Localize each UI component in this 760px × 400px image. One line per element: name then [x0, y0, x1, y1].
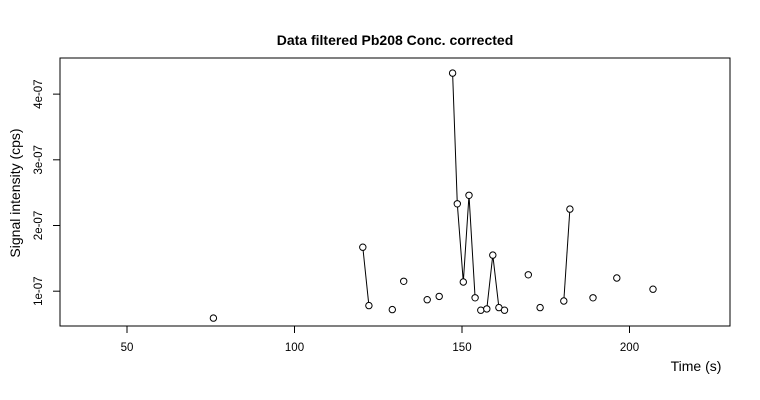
data-point [477, 306, 485, 314]
data-point [359, 243, 367, 251]
data-point [589, 294, 597, 302]
x-tick-label: 50 [121, 342, 134, 354]
series-line [362, 247, 370, 306]
data-point [524, 271, 532, 279]
data-point [500, 306, 509, 314]
x-tick-label: 200 [620, 342, 639, 354]
x-axis-label: Time (s) [671, 358, 722, 374]
y-axis: 1e-07 2e-07 3e-07 4e-07 [33, 79, 60, 306]
data-point [560, 297, 568, 305]
series-line [452, 73, 476, 298]
data-point [400, 277, 408, 285]
y-tick-label: 1e-07 [33, 276, 45, 305]
data-point [435, 292, 443, 301]
data-point [459, 278, 467, 286]
x-tick-label: 150 [452, 342, 471, 354]
plot-frame [59, 57, 731, 327]
data-point [483, 305, 491, 313]
data-point [465, 191, 473, 200]
data-point [388, 305, 396, 314]
line-segments [362, 73, 571, 309]
data-points [209, 69, 657, 322]
data-point [471, 294, 479, 302]
data-point [536, 303, 544, 312]
data-point [448, 69, 457, 77]
chart-title: Data filtered Pb208 Conc. corrected [277, 32, 514, 48]
series-line [486, 255, 500, 309]
data-point [566, 205, 574, 213]
data-point [423, 296, 431, 304]
y-tick-label: 4e-07 [33, 79, 45, 108]
y-tick-label: 2e-07 [33, 211, 45, 240]
y-axis-label: Signal intensity (cps) [7, 128, 23, 257]
series-line [563, 209, 571, 302]
data-point [613, 274, 621, 282]
y-tick-label: 3e-07 [33, 145, 45, 174]
data-point [489, 251, 497, 259]
data-point [649, 285, 657, 293]
x-axis: 50 100 150 200 [121, 326, 639, 354]
data-point [365, 301, 373, 310]
data-point [453, 200, 461, 208]
x-tick-label: 100 [285, 342, 304, 354]
data-point [209, 314, 218, 322]
